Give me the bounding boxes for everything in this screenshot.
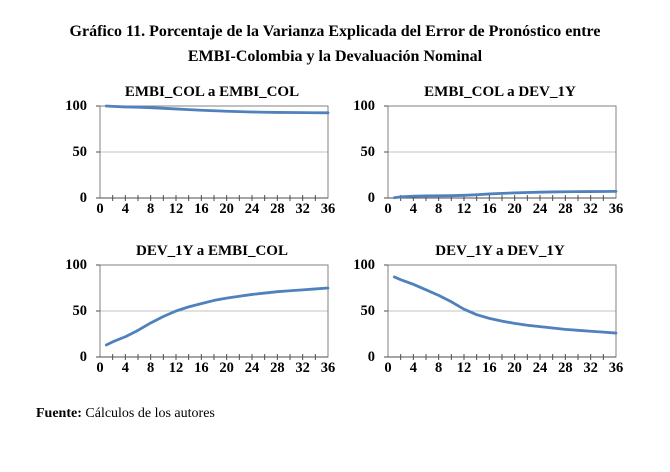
y-tick-label: 0 (79, 348, 87, 365)
x-tick-label: 0 (96, 359, 104, 376)
chart-dev-1y-a-dev-1y: DEV_1Y a DEV_1Y 100 50 0 0 4 8 12 16 20 24 28 32 36 (340, 242, 623, 378)
x-tick-label: 16 (482, 200, 497, 217)
chart-title: DEV_1Y a EMBI_COL (136, 242, 288, 259)
figure-title: Gráfico 11. Porcentaje de la Varianza Ex… (0, 0, 670, 70)
chart-title: DEV_1Y a DEV_1Y (435, 242, 565, 259)
x-tick-label: 32 (295, 359, 310, 376)
x-tick-label: 20 (507, 200, 522, 217)
x-tick-label: 16 (194, 200, 209, 217)
x-tick-label: 36 (608, 200, 624, 217)
x-tick-label: 16 (482, 359, 497, 376)
x-tick-label: 8 (435, 359, 443, 376)
y-tick-label: 0 (367, 348, 375, 365)
plot-area (96, 264, 330, 360)
figure-title-line-1: Gráfico 11. Porcentaje de la Varianza Ex… (69, 23, 601, 40)
y-axis-labels: 100 50 0 (340, 257, 382, 365)
x-tick-label: 12 (168, 200, 184, 217)
x-axis-labels: 0 4 8 12 16 20 24 28 32 36 (382, 200, 623, 219)
x-tick-label: 16 (194, 359, 209, 376)
x-tick-label: 12 (456, 359, 472, 376)
y-tick-label: 100 (65, 97, 87, 114)
charts-grid: EMBI_COL a EMBI_COL 100 50 0 0 4 8 12 16 20 24 28… (0, 84, 670, 378)
x-tick-label: 20 (219, 200, 234, 217)
plot-area (384, 264, 618, 360)
x-tick-label: 32 (583, 359, 598, 376)
x-tick-label: 8 (147, 200, 155, 217)
y-axis-labels: 100 50 0 (340, 98, 382, 206)
y-axis-labels: 100 50 0 (52, 98, 94, 206)
x-tick-label: 32 (583, 200, 598, 217)
y-tick-label: 100 (65, 256, 87, 273)
y-tick-label: 0 (79, 189, 87, 206)
x-tick-label: 28 (558, 359, 573, 376)
x-tick-label: 24 (532, 200, 548, 217)
x-axis-labels: 0 4 8 12 16 20 24 28 32 36 (382, 359, 623, 378)
x-tick-label: 4 (121, 359, 129, 376)
source-label: Fuente: (36, 405, 82, 421)
plot-row: 100 50 0 (340, 257, 618, 365)
x-tick-label: 0 (384, 200, 392, 217)
x-tick-label: 28 (270, 359, 285, 376)
plot-row: 100 50 0 (52, 98, 330, 206)
x-tick-label: 12 (168, 359, 184, 376)
chart-embi-col-a-embi-col: EMBI_COL a EMBI_COL 100 50 0 0 4 8 12 16 20 24 28… (52, 83, 335, 219)
x-tick-label: 24 (244, 359, 260, 376)
x-tick-label: 4 (409, 359, 417, 376)
x-tick-label: 36 (608, 359, 624, 376)
x-tick-label: 4 (409, 200, 417, 217)
x-tick-label: 20 (219, 359, 234, 376)
y-tick-label: 50 (72, 302, 88, 319)
source-note: Fuente: Cálculos de los autores (36, 406, 670, 422)
chart-title: EMBI_COL a DEV_1Y (424, 83, 576, 100)
x-tick-label: 0 (96, 200, 104, 217)
x-tick-label: 8 (435, 200, 443, 217)
plot-row: 100 50 0 (340, 98, 618, 206)
chart-embi-col-a-dev-1y: EMBI_COL a DEV_1Y 100 50 0 0 4 8 12 16 20 24 28 32… (340, 83, 623, 219)
chart-dev-1y-a-embi-col: DEV_1Y a EMBI_COL 100 50 0 0 4 8 12 16 20 24 28 32… (52, 242, 335, 378)
x-axis-labels: 0 4 8 12 16 20 24 28 32 36 (94, 200, 335, 219)
chart-title: EMBI_COL a EMBI_COL (124, 83, 300, 100)
y-axis-labels: 100 50 0 (52, 257, 94, 365)
y-tick-label: 0 (367, 189, 375, 206)
y-tick-label: 50 (360, 302, 376, 319)
x-tick-label: 32 (295, 200, 310, 217)
plot-area (96, 104, 330, 201)
y-tick-label: 100 (353, 97, 375, 114)
y-tick-label: 100 (353, 256, 375, 273)
x-tick-label: 12 (456, 200, 472, 217)
plot-area (384, 105, 618, 201)
y-tick-label: 50 (72, 143, 88, 160)
x-tick-label: 4 (121, 200, 129, 217)
source-text: Cálculos de los autores (81, 405, 215, 421)
x-tick-label: 0 (384, 359, 392, 376)
x-tick-label: 36 (320, 359, 336, 376)
x-axis-labels: 0 4 8 12 16 20 24 28 32 36 (94, 359, 335, 378)
x-tick-label: 36 (320, 200, 336, 217)
x-tick-label: 28 (270, 200, 285, 217)
x-tick-label: 28 (558, 200, 573, 217)
y-tick-label: 50 (360, 143, 376, 160)
plot-row: 100 50 0 (52, 257, 330, 365)
x-tick-label: 24 (244, 200, 260, 217)
figure-title-line-2: EMBI-Colombia y la Devaluación Nominal (187, 47, 483, 65)
x-tick-label: 20 (507, 359, 522, 376)
x-tick-label: 24 (532, 359, 548, 376)
x-tick-label: 8 (147, 359, 155, 376)
